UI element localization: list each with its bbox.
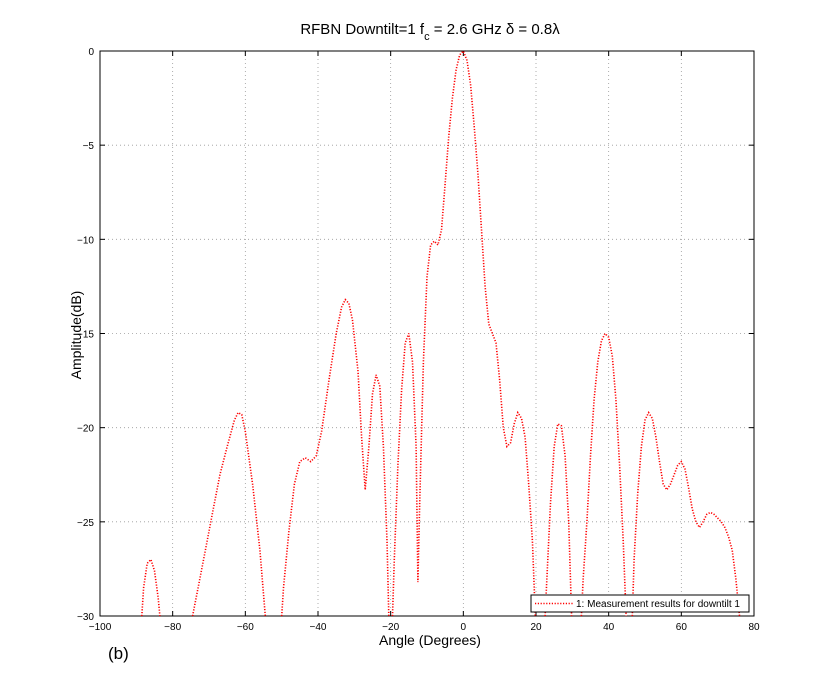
legend-entry: 1: Measurement results for downtilt 1 xyxy=(576,599,740,610)
x-tick-label: −80 xyxy=(164,622,181,633)
chart-title: RFBN Downtilt=1 fc = 2.6 GHz δ = 0.8λ xyxy=(300,21,560,43)
x-axis-label: Angle (Degrees) xyxy=(379,632,481,648)
x-tick-label: −60 xyxy=(237,622,254,633)
grid-lines xyxy=(100,51,754,616)
y-tick-label: −30 xyxy=(77,612,94,623)
x-tick-label: −100 xyxy=(89,622,112,633)
x-tick-label: 60 xyxy=(676,622,688,633)
y-tick-label: −5 xyxy=(83,141,95,152)
y-axis-label: Amplitude(dB) xyxy=(68,291,84,380)
series-line-segment xyxy=(391,49,537,617)
y-tick-label: −25 xyxy=(77,518,94,529)
series-line-segment xyxy=(141,557,161,617)
x-tick-label: −20 xyxy=(382,622,399,633)
series-line-segment xyxy=(191,411,267,617)
legend-box xyxy=(530,594,750,613)
y-tick-label: −20 xyxy=(77,424,94,435)
y-tick-label: −10 xyxy=(77,235,94,246)
y-tick-label: −15 xyxy=(77,330,94,341)
series-layer xyxy=(141,49,741,617)
plot-area-border xyxy=(99,50,755,617)
axes-frame xyxy=(99,50,755,617)
x-tick-label: 40 xyxy=(603,622,615,633)
legend: 1: Measurement results for downtilt 1 xyxy=(530,594,750,613)
x-tick-label: −40 xyxy=(310,622,327,633)
y-tick-label: 0 xyxy=(88,47,94,58)
panel-label: (b) xyxy=(108,644,129,663)
series-line-segment xyxy=(280,298,390,617)
series-line-segment xyxy=(631,410,741,617)
series-line-segment xyxy=(580,332,627,617)
x-tick-label: 80 xyxy=(748,622,760,633)
x-tick-label: 20 xyxy=(530,622,542,633)
x-tick-label: 0 xyxy=(461,622,467,633)
series-line-segment xyxy=(544,422,573,617)
